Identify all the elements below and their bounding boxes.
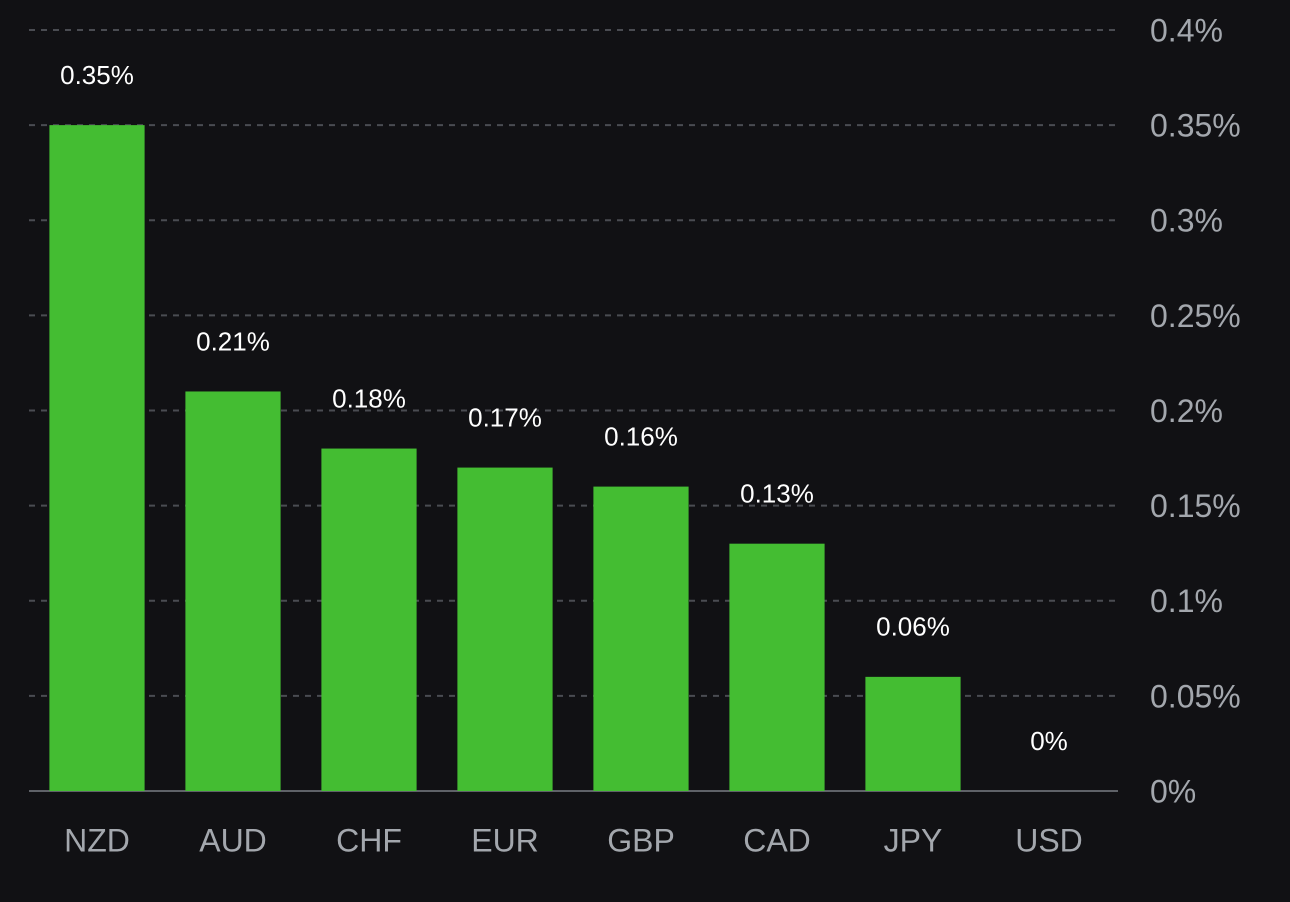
bar bbox=[185, 391, 281, 791]
value-label: 0.13% bbox=[740, 479, 814, 509]
y-tick-label: 0.25% bbox=[1150, 298, 1241, 334]
y-tick-label: 0.15% bbox=[1150, 488, 1241, 524]
x-tick-label: GBP bbox=[607, 822, 675, 858]
x-tick-label: NZD bbox=[64, 822, 130, 858]
bar bbox=[729, 543, 825, 791]
y-tick-label: 0% bbox=[1150, 773, 1196, 809]
bar bbox=[457, 467, 553, 791]
bar bbox=[321, 448, 417, 791]
y-tick-label: 0.1% bbox=[1150, 583, 1223, 619]
y-tick-label: 0.05% bbox=[1150, 678, 1241, 714]
value-label: 0.21% bbox=[196, 326, 270, 356]
value-label: 0.17% bbox=[468, 402, 542, 432]
x-tick-label: JPY bbox=[884, 822, 943, 858]
value-label: 0.18% bbox=[332, 383, 406, 413]
x-tick-label: USD bbox=[1015, 822, 1083, 858]
value-label: 0% bbox=[1030, 726, 1068, 756]
x-tick-label: AUD bbox=[199, 822, 267, 858]
y-tick-label: 0.2% bbox=[1150, 393, 1223, 429]
y-tick-label: 0.35% bbox=[1150, 108, 1241, 144]
value-label: 0.35% bbox=[60, 60, 134, 90]
bar bbox=[593, 486, 689, 791]
x-tick-label: EUR bbox=[471, 822, 539, 858]
x-tick-label: CHF bbox=[336, 822, 402, 858]
y-tick-label: 0.4% bbox=[1150, 12, 1223, 48]
value-label: 0.06% bbox=[876, 612, 950, 642]
bar bbox=[865, 676, 961, 791]
bar bbox=[49, 125, 145, 791]
value-label: 0.16% bbox=[604, 421, 678, 451]
y-tick-label: 0.3% bbox=[1150, 203, 1223, 239]
x-tick-label: CAD bbox=[743, 822, 811, 858]
